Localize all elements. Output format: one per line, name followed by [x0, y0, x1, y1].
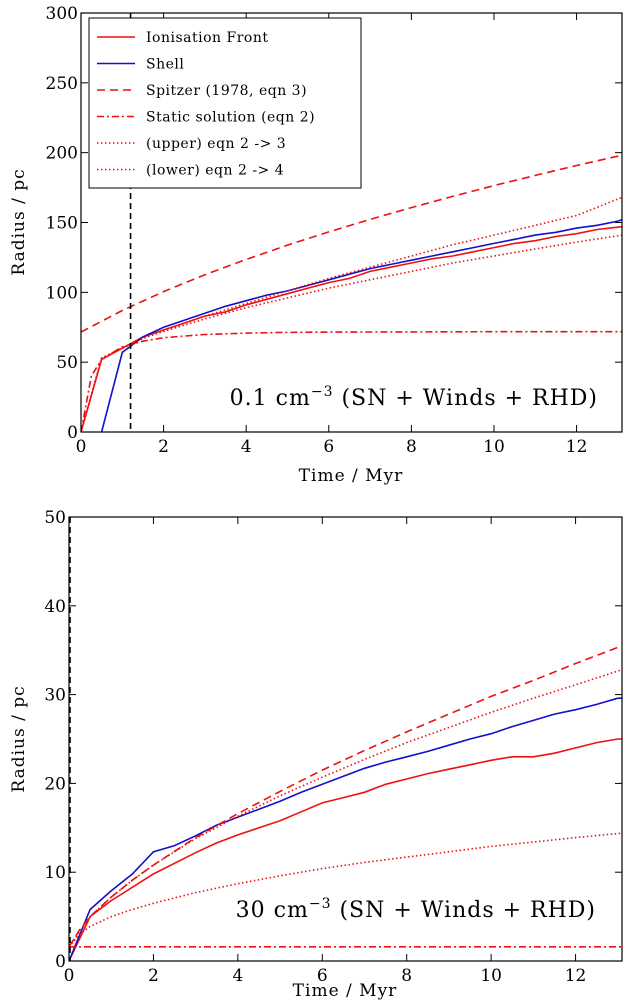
series-bottom-4 — [69, 668, 622, 948]
y-axis-title-bottom: Radius / pc — [9, 685, 29, 792]
y-tick-label-top-1: 50 — [56, 353, 78, 373]
y-tick-label-top-6: 300 — [46, 4, 78, 24]
y-tick-label-top-5: 250 — [46, 74, 78, 94]
panel-top: 0 2 4 6 8 10 12 0 50 100 150 200 250 300 Time / Myr R… — [9, 4, 623, 486]
y-tick-label-bottom-4: 40 — [44, 597, 66, 617]
x-axis-title-bottom: Time / Myr — [293, 981, 398, 1001]
y-tick-label-top-3: 150 — [46, 214, 78, 234]
annotation-bottom-prefix: 30 cm — [236, 898, 309, 923]
legend-label-0: Ionisation Front — [146, 30, 268, 46]
legend-label-3: Static solution (eqn 2) — [146, 110, 315, 126]
annotation-top: 0.1 cm−3 (SN + Winds + RHD) — [230, 384, 598, 411]
legend: Ionisation Front Shell Spitzer (1978, eqn … — [88, 17, 362, 189]
x-tick-label-top-0: 0 — [76, 437, 87, 457]
x-tick-label-bottom-0: 0 — [64, 966, 75, 986]
x-tick-label-bottom-6: 12 — [565, 966, 587, 986]
series-bottom-2 — [69, 645, 622, 948]
series-top-2 — [81, 154, 622, 333]
y-tick-label-bottom-5: 50 — [44, 508, 66, 528]
series-bottom-1 — [69, 697, 622, 961]
y-tick-label-top-0: 0 — [67, 423, 78, 443]
y-tick-label-top-2: 100 — [46, 283, 78, 303]
annotation-bottom-sup: −3 — [309, 896, 332, 912]
series-top-5 — [81, 234, 622, 432]
ticks-bottom: 0 2 4 6 8 10 12 0 10 20 30 40 50 — [44, 508, 622, 986]
series-top-1 — [100, 218, 622, 432]
plot-area-top — [81, 13, 622, 432]
x-tick-label-bottom-1: 2 — [148, 966, 159, 986]
x-tick-label-top-2: 4 — [241, 437, 252, 457]
y-tick-label-bottom-0: 0 — [55, 952, 66, 972]
x-tick-label-top-6: 12 — [566, 437, 588, 457]
annotation-bottom-suffix: (SN + Winds + RHD) — [331, 898, 596, 923]
series-bottom-5 — [69, 832, 622, 948]
panel-bottom: 0 2 4 6 8 10 12 0 10 20 30 40 50 Time / Myr Radius /… — [9, 508, 623, 1001]
ticks-top: 0 2 4 6 8 10 12 0 50 100 150 200 250 300 — [46, 4, 622, 457]
legend-label-2: Spitzer (1978, eqn 3) — [146, 83, 307, 99]
x-tick-label-bottom-4: 8 — [401, 966, 412, 986]
y-tick-label-bottom-3: 30 — [44, 686, 66, 706]
annotation-top-sup: −3 — [311, 384, 334, 400]
x-tick-label-bottom-2: 4 — [232, 966, 243, 986]
legend-label-4: (upper) eqn 2 -> 3 — [146, 136, 286, 152]
x-tick-label-top-3: 6 — [323, 437, 334, 457]
x-tick-label-top-5: 10 — [483, 437, 505, 457]
y-tick-label-bottom-2: 20 — [44, 774, 66, 794]
legend-frame — [88, 17, 362, 189]
annotation-top-suffix: (SN + Winds + RHD) — [333, 386, 598, 411]
y-tick-label-top-4: 200 — [46, 144, 78, 164]
x-tick-label-top-1: 2 — [158, 437, 169, 457]
x-tick-label-bottom-3: 6 — [317, 966, 328, 986]
y-axis-title-top: Radius / pc — [9, 168, 29, 275]
series-top-4 — [81, 196, 622, 432]
axes-frame-bottom — [68, 516, 623, 962]
annotation-bottom: 30 cm−3 (SN + Winds + RHD) — [236, 896, 596, 923]
x-tick-label-bottom-5: 10 — [480, 966, 502, 986]
legend-label-1: Shell — [146, 57, 184, 73]
series-top-3 — [81, 330, 622, 432]
x-axis-title-top: Time / Myr — [299, 466, 404, 486]
x-tick-label-top-4: 8 — [406, 437, 417, 457]
series-bottom-0 — [69, 738, 622, 961]
plot-area-bottom — [69, 517, 622, 961]
legend-label-5: (lower) eqn 2 -> 4 — [146, 163, 284, 179]
y-tick-label-bottom-1: 10 — [44, 863, 66, 883]
annotation-top-prefix: 0.1 cm — [230, 386, 311, 411]
